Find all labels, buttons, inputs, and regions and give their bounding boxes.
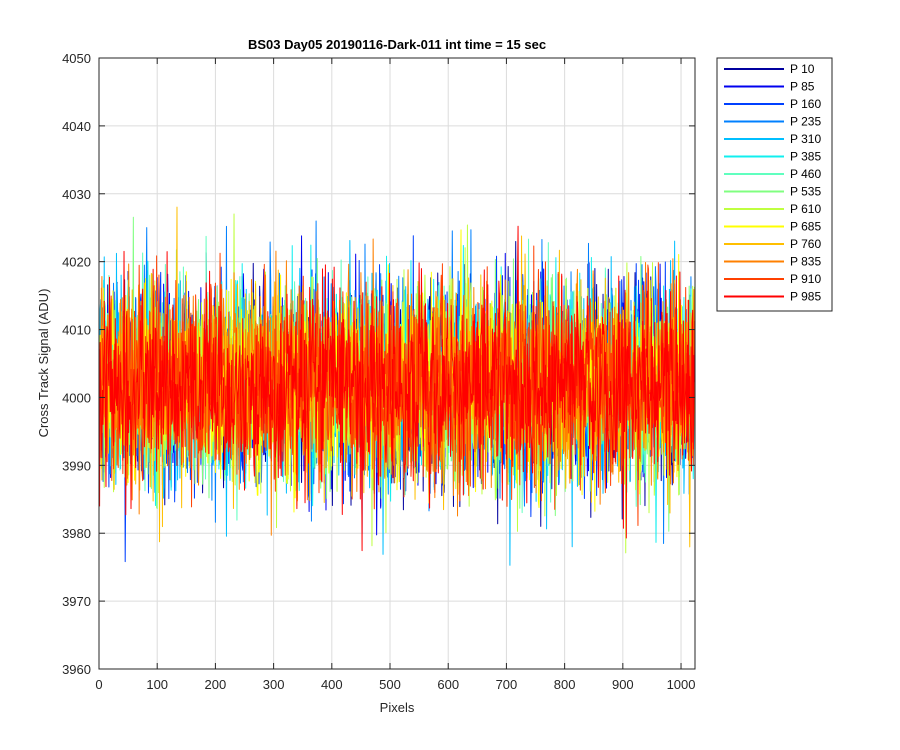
legend-label: P 385	[790, 150, 821, 164]
legend-label: P 460	[790, 167, 821, 181]
x-tick-label: 400	[321, 677, 343, 692]
y-tick-label: 3960	[62, 662, 91, 677]
x-tick-label: 800	[554, 677, 576, 692]
chart-title: BS03 Day05 20190116-Dark-011 int time = …	[248, 37, 546, 52]
legend-label: P 85	[790, 80, 815, 94]
x-tick-label: 1000	[667, 677, 696, 692]
x-tick-label: 900	[612, 677, 634, 692]
legend-box	[716, 57, 833, 312]
y-tick-label: 4020	[62, 255, 91, 270]
y-tick-label: 4040	[62, 119, 91, 134]
x-tick-label: 600	[437, 677, 459, 692]
y-tick-label: 3980	[62, 526, 91, 541]
y-tick-label: 4030	[62, 187, 91, 202]
x-tick-label: 700	[496, 677, 518, 692]
plot-frame	[98, 57, 696, 670]
legend-label: P 10	[790, 62, 815, 76]
x-tick-label: 100	[146, 677, 168, 692]
legend-label: P 310	[790, 132, 821, 146]
legend-label: P 760	[790, 237, 821, 251]
legend-label: P 910	[790, 272, 821, 286]
legend-label: P 985	[790, 290, 821, 304]
y-axis-label: Cross Track Signal (ADU)	[36, 289, 51, 438]
legend-label: P 535	[790, 185, 821, 199]
series-line	[99, 245, 696, 527]
x-axis-label: Pixels	[380, 700, 415, 715]
legend-label: P 835	[790, 255, 821, 269]
series-line	[99, 225, 696, 552]
x-tick-label: 0	[95, 677, 102, 692]
y-tick-label: 4050	[62, 51, 91, 66]
legend-label: P 160	[790, 97, 821, 111]
axis-ticks: 0 100 200 300 400 500 600 700 800 900 1000 3960 3970…	[62, 51, 695, 692]
y-tick-label: 3970	[62, 594, 91, 609]
series-layer	[99, 206, 696, 566]
y-tick-label: 4010	[62, 323, 91, 338]
x-tick-label: 500	[379, 677, 401, 692]
x-tick-label: 200	[205, 677, 227, 692]
y-tick-label: 4000	[62, 390, 91, 405]
y-tick-label: 3990	[62, 458, 91, 473]
legend-label: P 235	[790, 115, 821, 129]
legend: P 10 P 85 P 160 P 235 P 310 P 385 P 460 P 535 P …	[716, 57, 833, 312]
legend-label: P 685	[790, 220, 821, 234]
x-tick-label: 300	[263, 677, 285, 692]
legend-label: P 610	[790, 202, 821, 216]
